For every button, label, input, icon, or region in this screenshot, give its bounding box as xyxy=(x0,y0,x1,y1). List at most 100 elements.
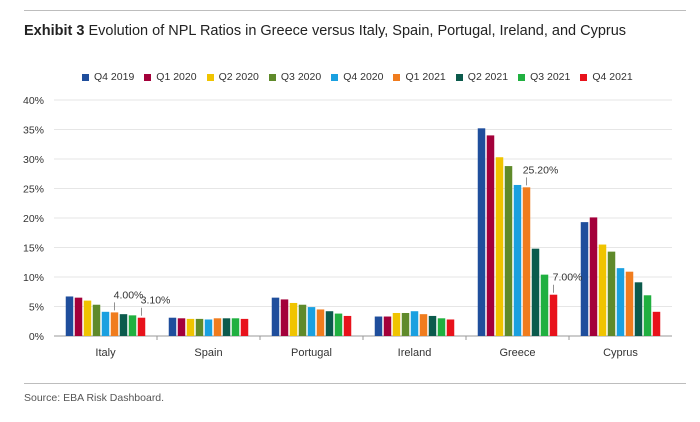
bar-spain-q1-2021 xyxy=(213,318,222,336)
legend-swatch xyxy=(518,73,526,81)
legend-swatch xyxy=(455,73,463,81)
bar-italy-q1-2020 xyxy=(74,297,83,336)
bar-greece-q4-2019 xyxy=(477,128,486,336)
bar-italy-q3-2021 xyxy=(128,315,137,336)
source-note: Source: EBA Risk Dashboard. xyxy=(24,392,165,404)
bar-italy-q4-2020 xyxy=(101,311,110,336)
bar-portugal-q3-2020 xyxy=(298,304,307,336)
legend-swatch xyxy=(206,73,214,81)
legend-label: Q4 2020 xyxy=(343,71,384,83)
y-tick-label: 35% xyxy=(23,125,44,137)
bar-greece-q2-2020 xyxy=(495,157,504,336)
bar-ireland-q1-2020 xyxy=(383,316,392,336)
bar-greece-q2-2021 xyxy=(531,248,540,336)
legend-label: Q2 2021 xyxy=(467,71,509,83)
bar-spain-q4-2020 xyxy=(204,319,213,336)
bar-cyprus-q3-2020 xyxy=(607,251,616,336)
bar-ireland-q4-2019 xyxy=(374,316,383,336)
bar-spain-q1-2020 xyxy=(177,318,186,336)
legend-item-q4-2021: Q4 2021 xyxy=(580,71,633,83)
legend-label: Q1 2020 xyxy=(156,71,197,83)
bar-portugal-q4-2021 xyxy=(343,315,352,336)
legend-label: Q4 2021 xyxy=(592,71,633,83)
legend-label: Q3 2021 xyxy=(530,71,571,83)
x-category-label: Cyprus xyxy=(603,347,638,359)
bar-italy-q2-2021 xyxy=(119,314,128,336)
bar-cyprus-q1-2021 xyxy=(625,271,634,336)
bar-ireland-q2-2021 xyxy=(428,315,437,336)
bar-portugal-q4-2019 xyxy=(271,297,280,336)
x-category-label: Ireland xyxy=(398,347,432,359)
legend-swatch xyxy=(393,73,401,81)
legend-item-q1-2020: Q1 2020 xyxy=(144,71,197,83)
bar-cyprus-q4-2021 xyxy=(652,311,661,336)
bar-cyprus-q1-2020 xyxy=(589,217,598,336)
bar-portugal-q2-2021 xyxy=(325,311,334,336)
bar-ireland-q4-2021 xyxy=(446,319,455,336)
title-text: Evolution of NPL Ratios in Greece versus… xyxy=(88,23,627,39)
bar-portugal-q4-2020 xyxy=(307,307,316,336)
legend-swatch xyxy=(331,73,339,81)
legend-item-q3-2021: Q3 2021 xyxy=(518,71,570,83)
bar-cyprus-q2-2020 xyxy=(598,244,607,336)
bar-spain-q4-2019 xyxy=(168,317,177,336)
bar-portugal-q2-2020 xyxy=(289,302,298,336)
x-category-label: Italy xyxy=(95,347,116,359)
top-rule xyxy=(24,10,686,11)
legend-item-q2-2021: Q2 2021 xyxy=(455,71,509,83)
legend-item-q4-2020: Q4 2020 xyxy=(331,71,383,83)
data-label: 4.00% xyxy=(114,289,144,301)
bar-cyprus-q4-2020 xyxy=(616,268,625,336)
legend-label: Q4 2019 xyxy=(94,71,135,83)
bar-greece-q3-2020 xyxy=(504,166,513,336)
bar-spain-q3-2021 xyxy=(231,318,240,336)
legend-label: Q2 2020 xyxy=(218,71,259,83)
bar-italy-q2-2020 xyxy=(83,300,92,336)
data-label: 3.10% xyxy=(141,295,171,307)
bar-portugal-q3-2021 xyxy=(334,313,343,336)
bar-spain-q3-2020 xyxy=(195,318,204,336)
bar-spain-q4-2021 xyxy=(240,318,249,336)
bar-ireland-q1-2021 xyxy=(419,314,428,336)
data-label: 25.20% xyxy=(523,164,559,176)
y-tick-label: 5% xyxy=(29,302,44,314)
legend-swatch xyxy=(580,73,588,81)
y-tick-label: 20% xyxy=(23,213,44,225)
bar-greece-q4-2021 xyxy=(549,294,558,336)
legend-label: Q3 2020 xyxy=(280,71,322,83)
bar-spain-q2-2021 xyxy=(222,318,231,336)
bar-ireland-q3-2020 xyxy=(401,312,410,336)
y-tick-label: 0% xyxy=(29,331,44,343)
chart-legend: Q4 2019 Q1 2020 Q2 2020 Q3 2020 Q4 2020 Q1 20… xyxy=(82,71,643,83)
legend-item-q2-2020: Q2 2020 xyxy=(206,71,259,83)
legend-item-q1-2021: Q1 2021 xyxy=(393,71,446,83)
legend-swatch xyxy=(268,73,276,81)
y-tick-label: 40% xyxy=(23,95,44,107)
bar-greece-q4-2020 xyxy=(513,184,522,336)
y-tick-label: 15% xyxy=(23,243,44,255)
legend-item-q4-2019: Q4 2019 xyxy=(82,71,134,83)
bar-portugal-q1-2020 xyxy=(280,299,289,336)
bar-ireland-q2-2020 xyxy=(392,312,401,336)
x-category-label: Spain xyxy=(194,347,222,359)
x-category-label: Portugal xyxy=(291,347,332,359)
chart-title: Exhibit 3 Evolution of NPL Ratios in Gre… xyxy=(24,23,626,39)
bar-italy-q1-2021 xyxy=(110,312,119,336)
bar-spain-q2-2020 xyxy=(186,318,195,336)
bar-greece-q1-2020 xyxy=(486,135,495,336)
y-tick-label: 30% xyxy=(23,154,44,166)
y-tick-label: 25% xyxy=(23,184,44,196)
bar-ireland-q4-2020 xyxy=(410,311,419,336)
x-category-label: Greece xyxy=(499,347,535,359)
bar-greece-q1-2021 xyxy=(522,187,531,336)
bar-greece-q3-2021 xyxy=(540,274,549,336)
bar-cyprus-q3-2021 xyxy=(643,295,652,336)
legend-swatch xyxy=(144,73,152,81)
legend-label: Q1 2021 xyxy=(405,71,446,83)
exhibit-label: Exhibit 3 xyxy=(24,23,85,39)
npl-bar-chart: 0% 5% 10% 15% 20% 25% 30% 35% 40% Italy Spain Portu… xyxy=(23,95,672,359)
bar-portugal-q1-2021 xyxy=(316,309,325,336)
bar-italy-q4-2019 xyxy=(65,296,74,336)
y-tick-label: 10% xyxy=(23,272,44,284)
bar-italy-q4-2021 xyxy=(137,317,146,336)
